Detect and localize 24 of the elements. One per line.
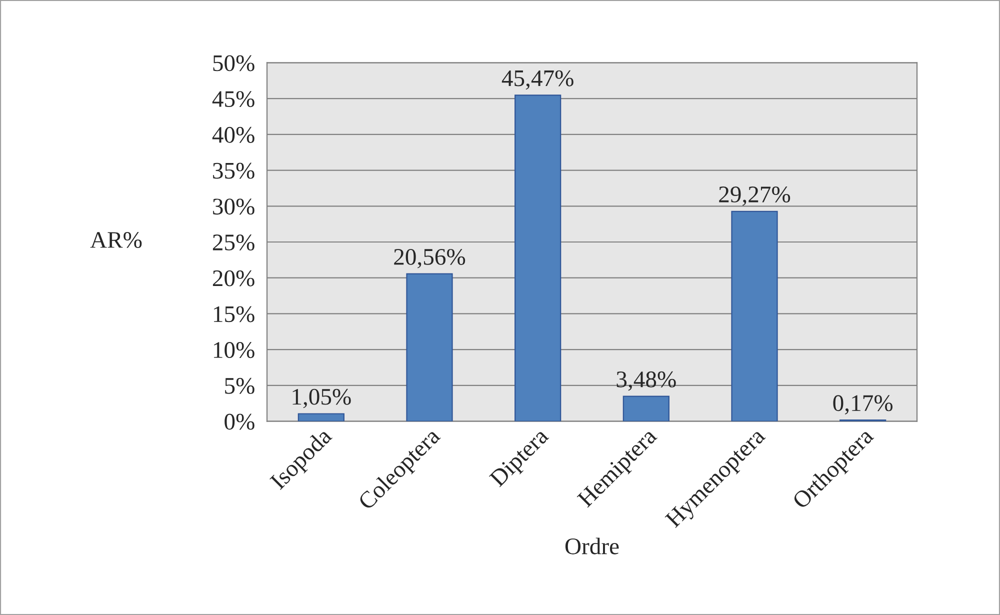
y-tick-label: 20% (212, 270, 254, 286)
y-axis-title: AR% (90, 232, 142, 248)
bar (298, 413, 344, 422)
y-tick-label: 35% (213, 162, 254, 179)
data-label: 29,27% (719, 186, 790, 206)
y-tick-label: 30% (213, 198, 254, 215)
bar (622, 396, 670, 422)
x-axis-title: Ordre (565, 538, 619, 554)
y-tick-label: 10% (214, 342, 254, 358)
bar (731, 210, 778, 422)
data-label: 45,47% (502, 70, 574, 90)
y-tick-label: 40% (212, 126, 254, 143)
y-tick-label: 50% (213, 55, 254, 72)
y-tick-label: 45% (212, 91, 254, 108)
y-tick-label: 15% (214, 306, 254, 322)
data-label: 3,48% (616, 371, 676, 391)
bar (406, 273, 453, 422)
data-label: 20,56% (394, 248, 466, 268)
data-label: 0,17% (833, 395, 893, 414)
data-label: 1,05% (292, 388, 351, 408)
bar (514, 94, 562, 422)
y-tick-label: 5% (225, 378, 254, 394)
y-tick-label: 25% (212, 234, 254, 251)
y-tick-label: 0% (224, 414, 254, 430)
